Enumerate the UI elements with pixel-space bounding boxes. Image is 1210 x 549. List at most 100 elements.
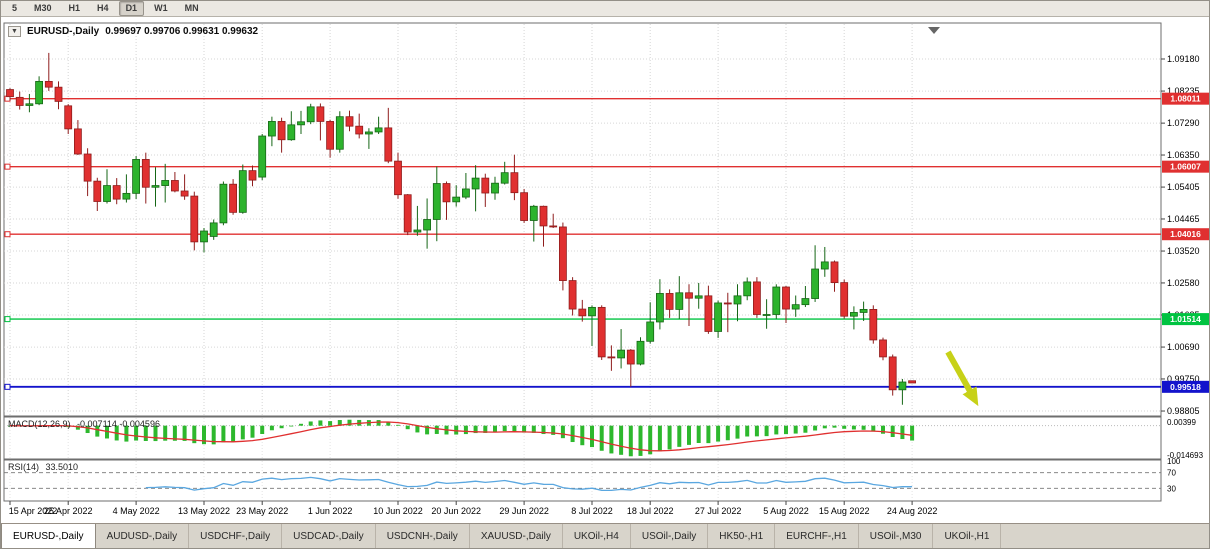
y-axis-label: 1.08235 [1167,86,1200,96]
hline-handle-icon [4,383,11,390]
candle-body [44,80,53,88]
macd-bar [657,425,662,452]
candle-body [791,304,800,310]
macd-bar [493,425,497,433]
macd-bar [619,425,624,455]
macd-bar [240,425,245,440]
candle-body [132,159,141,194]
candle-body [801,298,810,306]
chart-tab-hk50-h1[interactable]: HK50-,H1 [708,524,776,548]
candle-body [413,229,422,233]
macd-bar [211,425,216,445]
chart-tab-usdcad-daily[interactable]: USDCAD-,Daily [282,524,376,548]
macd-bar [735,425,740,439]
svg-text:1.08011: 1.08011 [1170,94,1201,104]
macd-bar [793,425,798,434]
candle-body [471,177,480,190]
x-axis-label: 10 Jun 2022 [373,506,423,516]
macd-bar [851,425,856,430]
symbol-dropdown-icon[interactable]: ▼ [8,26,21,37]
chart-tab-eurchf-h1[interactable]: EURCHF-,H1 [775,524,859,548]
candle-body [656,293,664,323]
candle-body [112,185,121,200]
y-axis-label: 1.05405 [1167,182,1200,192]
candle-body [267,121,276,137]
chart-header: ▼ EURUSD-,Daily 0.99697 0.99706 0.99631 … [8,26,258,37]
y-axis-label: 1.00690 [1167,342,1200,352]
x-axis-label: 5 Aug 2022 [763,506,809,516]
timeframe-button-h1[interactable]: H1 [68,3,81,13]
timeframe-button-w1[interactable]: W1 [154,3,168,13]
candle-body [316,106,325,122]
timeframe-button-mn[interactable]: MN [184,3,199,13]
macd-bar [784,425,788,435]
rsi-pane [3,459,1162,502]
macd-bar [842,425,847,429]
macd-bar [192,425,197,444]
macd-bar [687,425,691,445]
macd-bar [182,425,187,441]
candle-body [879,339,887,358]
macd-bar [75,425,80,430]
macd-bar [832,425,837,428]
macd-bar [910,425,915,441]
candle-body [714,302,722,332]
svg-text:1.04016: 1.04016 [1170,229,1201,239]
chart-tab-usoil-m30[interactable]: USOil-,M30 [859,524,934,548]
candle-body [636,340,645,365]
macd-bar [463,425,468,435]
x-axis-label: 29 Jun 2022 [499,506,549,516]
timeframe-toolbar: 5 M30 H1 H4 D1 W1 MN [1,1,1209,17]
candle-body [568,280,577,310]
chart-tab-ukoil-h1[interactable]: UKOil-,H1 [933,524,1002,548]
macd-bar [337,420,342,426]
chart-tab-usdchf-daily[interactable]: USDCHF-,Daily [189,524,283,548]
chart-shift-marker-icon[interactable] [928,27,940,34]
rsi-label: RSI(14) 33.5010 [8,462,78,472]
x-axis-label: 15 Aug 2022 [819,506,870,516]
chart-tab-xauusd-daily[interactable]: XAUUSD-,Daily [470,524,563,548]
candle-body [394,160,402,196]
candle-body [811,268,819,299]
macd-bar [861,425,866,430]
candle-body [384,127,393,162]
timeframe-button-m30[interactable]: M30 [34,3,52,13]
macd-bar [318,420,323,426]
macd-bar [813,425,818,431]
timeframe-button-d1[interactable]: D1 [118,1,145,16]
candle-body [898,381,907,391]
chart-tab-usdcnh-daily[interactable]: USDCNH-,Daily [376,524,470,548]
candle-body [559,226,567,281]
chart-tab-ukoil-h4[interactable]: UKOil-,H4 [563,524,631,548]
main-pane [3,22,1162,417]
timeframe-button-5[interactable]: 5 [12,3,18,13]
candle-body [772,286,781,315]
macd-signal-line [9,421,913,452]
candle-body [733,295,742,305]
macd-bar [706,425,711,444]
y-axis-label: 1.04465 [1167,214,1200,224]
candle-body [326,121,335,150]
chart-tab-audusd-daily[interactable]: AUDUSD-,Daily [96,524,190,548]
chart-canvas[interactable]: 1.09180 1.08235 1.07290 1.06350 1.05405 1.044… [1,1,1210,525]
trend-arrow-annotation[interactable] [945,350,979,407]
candle-body [753,281,761,315]
candle-body [103,185,111,202]
x-axis-label: 8 Jul 2022 [571,506,613,516]
candle-body [588,306,596,317]
candle-body [665,293,674,310]
macd-bar [425,425,430,435]
price-tag [1162,380,1209,393]
timeframe-button-h4[interactable]: H4 [97,3,109,13]
macd-bar [725,425,730,441]
chart-tab-eurusd-daily[interactable]: EURUSD-,Daily [1,524,96,548]
candle-body [151,185,160,188]
candle-body [500,172,509,184]
candle-body [694,295,703,299]
macd-bar [415,425,420,433]
chart-tab-usoil-daily[interactable]: USOil-,Daily [631,524,709,548]
svg-text:1.06007: 1.06007 [1170,162,1201,172]
candle-body [491,182,499,194]
candle-body [859,309,868,313]
rsi-axis-label: 30 [1167,484,1176,493]
